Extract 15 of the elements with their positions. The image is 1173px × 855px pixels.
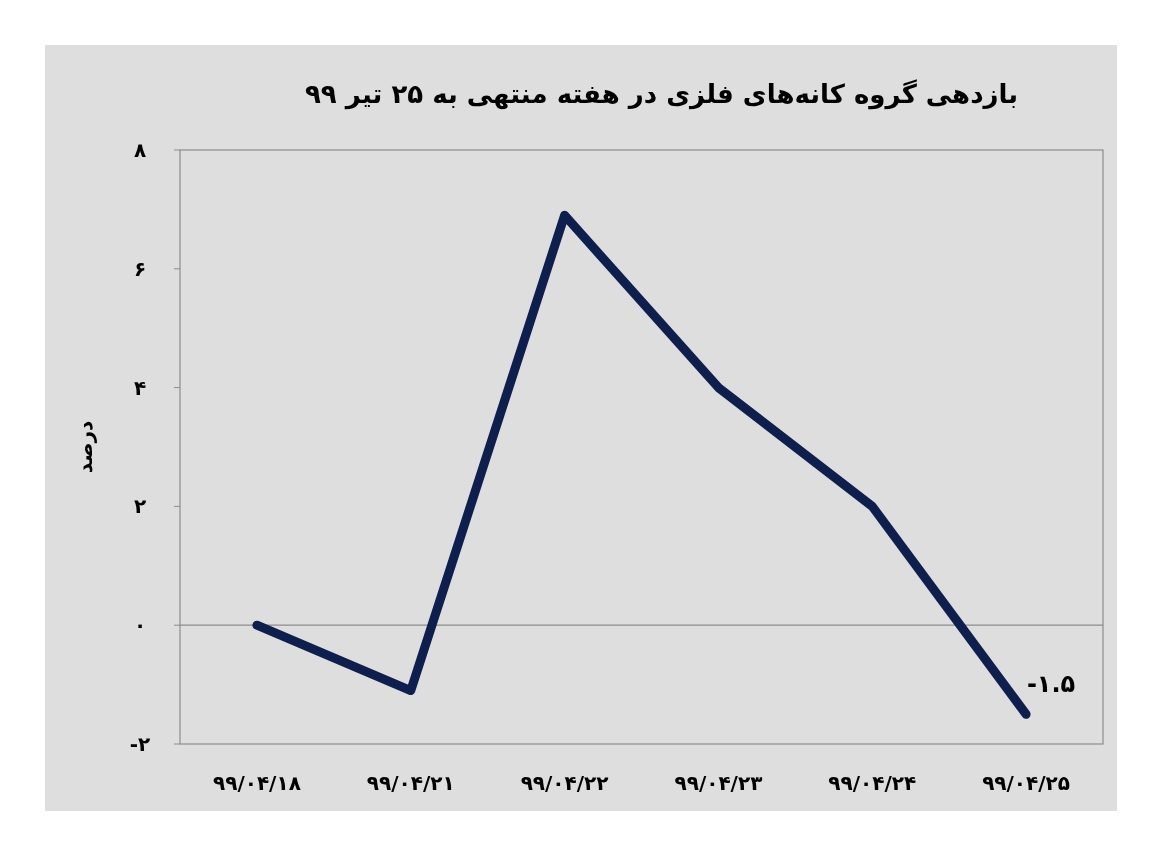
- chart-title: بازدهی گروه کانه‌های فلزی در هفته منتهی به ۲۵ تیر ۹۹: [305, 79, 1018, 110]
- x-tick-label: ۹۹/۰۴/۲۳: [674, 771, 763, 795]
- y-axis-title: درصد: [73, 420, 97, 474]
- y-tick-label: ۴: [133, 375, 147, 400]
- x-tick-label: ۹۹/۰۴/۱۸: [212, 771, 301, 795]
- x-tick-label: ۹۹/۰۴/۲۱: [366, 771, 455, 795]
- y-tick-label: ۸: [133, 138, 147, 162]
- y-tick-label: -۲: [129, 732, 151, 756]
- data-label: -۱.۵: [1026, 670, 1076, 699]
- y-tick-label: ۶: [133, 256, 147, 281]
- x-tick-label: ۹۹/۰۴/۲۵: [982, 771, 1071, 795]
- x-tick-label: ۹۹/۰۴/۲۴: [828, 771, 917, 795]
- y-tick-label: ۰: [133, 613, 147, 638]
- y-tick-label: ۲: [133, 494, 147, 519]
- x-tick-label: ۹۹/۰۴/۲۲: [520, 771, 609, 795]
